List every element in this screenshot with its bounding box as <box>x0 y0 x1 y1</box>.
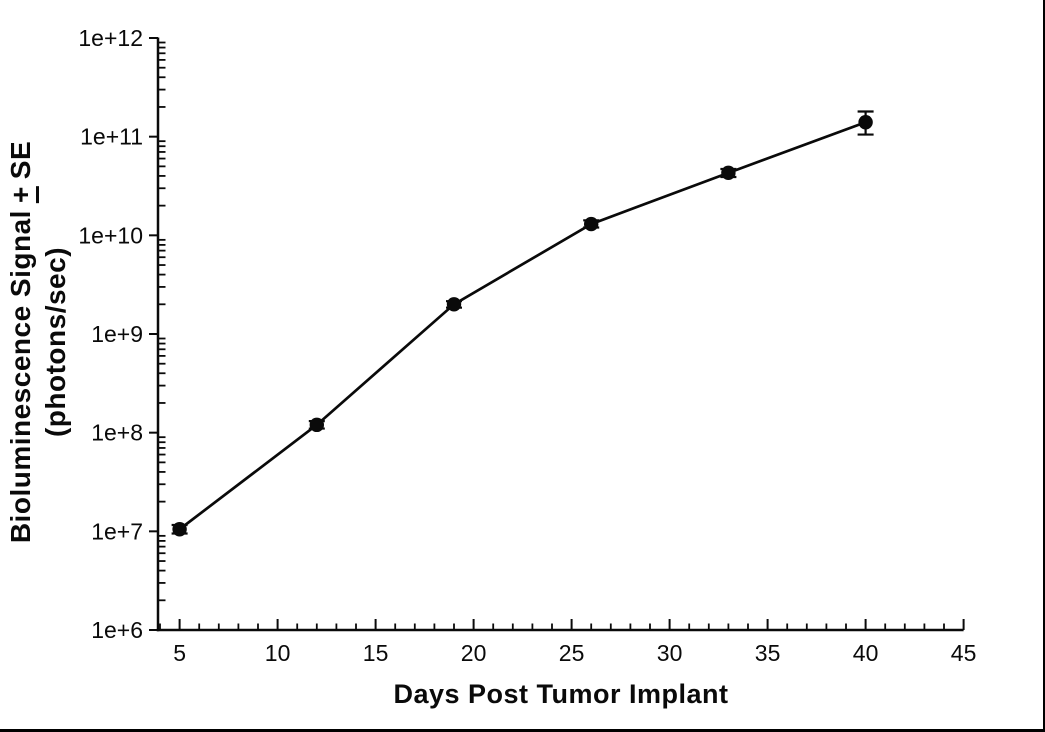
y-axis-title-se: SE <box>5 140 36 180</box>
data-point <box>309 417 324 433</box>
y-tick-label: 1e+8 <box>91 420 143 446</box>
y-axis-title-line1: Bioluminescence Signal + SE <box>3 140 39 544</box>
y-axis-title-line2: (photons/sec) <box>40 246 71 438</box>
x-tick-label: 40 <box>853 640 879 666</box>
y-tick-label: 1e+10 <box>78 222 143 248</box>
data-point <box>858 115 873 130</box>
x-tick-label: 15 <box>363 640 389 666</box>
x-tick-label: 10 <box>265 640 291 666</box>
data-point <box>721 165 736 181</box>
x-tick-label: 45 <box>951 640 977 666</box>
plus-minus-symbol: + <box>5 186 39 204</box>
x-tick-label: 20 <box>461 640 487 666</box>
y-axis-title-text: Bioluminescence Signal <box>5 210 36 544</box>
data-point <box>584 216 599 232</box>
y-axis-title: Bioluminescence Signal + SE (photons/sec) <box>3 141 73 543</box>
y-tick-label: 1e+6 <box>91 617 143 643</box>
x-axis-title: Days Post Tumor Implant <box>393 679 729 709</box>
y-tick-label: 1e+7 <box>91 518 143 544</box>
x-tick-label: 25 <box>559 640 585 666</box>
y-tick-label: 1e+12 <box>78 25 143 51</box>
x-tick-label: 5 <box>173 640 186 666</box>
x-tick-label: 30 <box>657 640 683 666</box>
x-tick-label: 35 <box>755 640 781 666</box>
data-point <box>172 522 187 537</box>
series-line <box>178 120 867 531</box>
y-tick-label: 1e+9 <box>91 321 143 347</box>
y-tick-label: 1e+11 <box>80 124 143 150</box>
data-point <box>446 297 462 312</box>
